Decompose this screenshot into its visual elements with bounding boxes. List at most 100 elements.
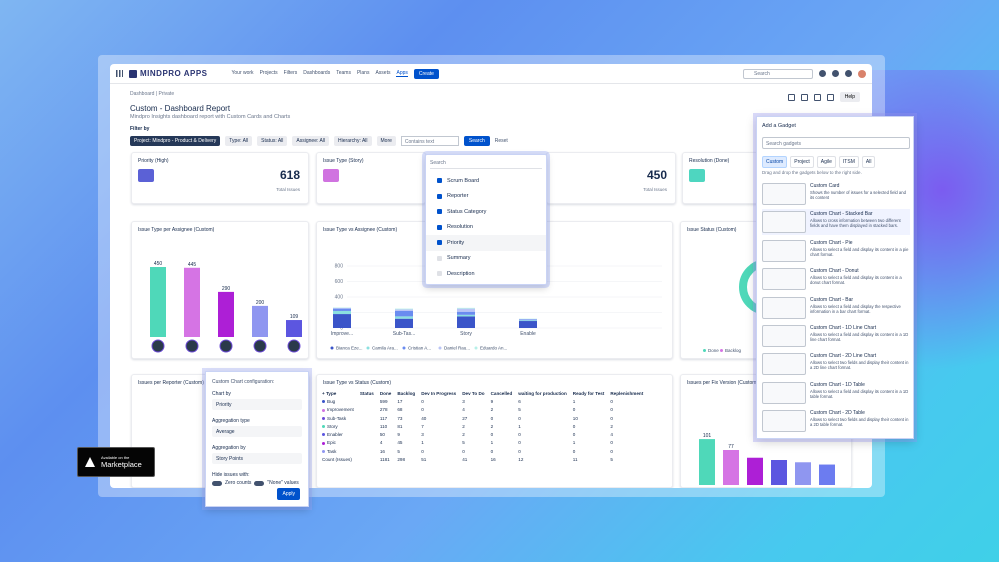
zero-counts-toggle[interactable] [212, 480, 222, 486]
checkbox-icon[interactable] [437, 178, 442, 184]
logo[interactable]: MINDPRO APPS [129, 69, 208, 78]
tab-all[interactable]: All [861, 156, 876, 168]
top-search-input[interactable]: Search [743, 68, 813, 79]
column-header[interactable]: Ready for Test [572, 390, 605, 396]
checkbox-icon[interactable] [437, 240, 442, 246]
column-header[interactable]: + Type [322, 390, 337, 396]
help-icon[interactable] [832, 70, 839, 77]
add-gadget-panel: Add a Gadget Search gadgets Custom Proje… [756, 116, 914, 439]
type-cell: Improvement [319, 406, 357, 414]
apply-button[interactable]: Apply [277, 488, 300, 500]
gadget-panel-title: Add a Gadget [762, 123, 796, 129]
dropdown-search-input[interactable]: Search [430, 159, 542, 169]
gadget-item[interactable]: Custom Chart - Bar Allows to select a fie… [762, 295, 910, 321]
column-header[interactable]: Status [359, 390, 374, 396]
dropdown-option[interactable]: Scrum Board [426, 173, 546, 189]
aggregation-by-select[interactable]: Story Points [212, 453, 302, 464]
dropdown-option[interactable]: Priority [426, 235, 546, 251]
breadcrumb[interactable]: Dashboard | Private [130, 91, 175, 97]
nav-teams[interactable]: Teams [336, 70, 351, 76]
table-row[interactable]: Bug 599 17 0 3 9 6 1 0 [319, 397, 646, 405]
gadget-item[interactable]: Custom Chart - 2D Table Allows to select … [762, 408, 910, 434]
dropdown-option[interactable]: Reporter [426, 189, 546, 205]
gadget-item[interactable]: Custom Chart - 2D Line Chart Allows to se… [762, 351, 910, 377]
chart-by-select[interactable]: Priority [212, 399, 302, 410]
settings-icon[interactable] [845, 70, 852, 77]
more-filter[interactable]: More [376, 136, 396, 146]
filter-icon[interactable] [813, 93, 821, 101]
table-row[interactable]: Improvement 278 68 0 4 2 5 0 0 [319, 406, 646, 414]
search-button[interactable]: Search [463, 136, 490, 146]
gadget-thumbnail-icon [762, 353, 806, 376]
reset-button[interactable]: Reset [494, 138, 508, 144]
gadget-item[interactable]: Custom Chart - 1D Line Chart Allows to se… [762, 323, 910, 349]
gadget-text: Custom Chart - 2D Table Allows to select … [810, 408, 910, 434]
gadget-item[interactable]: Custom Chart - Donut Allows to select a f… [762, 266, 910, 292]
column-header[interactable]: Done [379, 390, 392, 396]
assignee-filter[interactable]: Assignee: All [292, 136, 330, 146]
checkbox-icon[interactable] [437, 224, 442, 230]
table-cell: 4 [610, 432, 613, 438]
none-values-toggle[interactable] [254, 480, 265, 486]
tab-project[interactable]: Project [790, 156, 814, 168]
gadget-item[interactable]: Custom Card Shows the number of issues fo… [762, 181, 910, 207]
column-header[interactable]: Dev In Progress [421, 390, 457, 396]
column-header[interactable]: Cancelled [490, 390, 513, 396]
hierarchy-filter[interactable]: Hierarchy: All [334, 136, 372, 146]
tab-agile[interactable]: Agile [816, 156, 836, 168]
gadget-item[interactable]: Custom Chart - Stacked Bar Allows to cros… [762, 209, 910, 236]
dropdown-option[interactable]: Status Category [426, 204, 546, 220]
type-filter[interactable]: Type: All [225, 136, 253, 146]
status-filter[interactable]: Status: All [257, 136, 288, 146]
table-cell: 81 [397, 423, 403, 429]
nav-apps[interactable]: Apps [396, 70, 408, 77]
column-header[interactable]: Replenishment [610, 390, 644, 396]
total-cell: 41 [462, 457, 468, 463]
table-cell: 3 [462, 398, 465, 404]
table-cell: 2 [490, 407, 494, 413]
chart-icon[interactable] [800, 93, 808, 101]
marketplace-badge[interactable]: Available on the Marketplace [77, 447, 155, 477]
table-cell: 0 [518, 448, 521, 454]
notifications-icon[interactable] [819, 70, 826, 77]
contains-text-input[interactable]: Contains text [400, 136, 459, 146]
nav-assets[interactable]: Assets [375, 70, 391, 76]
table-row[interactable]: Epic 4 45 1 5 1 0 1 0 [319, 439, 646, 447]
dropdown-option[interactable]: Description [426, 266, 546, 282]
tab-custom[interactable]: Custom [762, 156, 788, 168]
column-header[interactable]: Dev To Do [462, 390, 485, 396]
dropdown-option[interactable]: Resolution [426, 220, 546, 236]
y-tick-label: 400 [335, 295, 344, 301]
table-row[interactable]: Enabler 50 9 3 2 0 0 0 4 [319, 430, 646, 438]
assignee-avatar [287, 339, 301, 353]
nav-your-work[interactable]: Your work [231, 70, 254, 76]
dropdown-option[interactable]: Summary [426, 251, 546, 267]
gadget-item[interactable]: Custom Chart - Pie Allows to select a fie… [762, 238, 910, 264]
aggregation-type-select[interactable]: Average [212, 426, 302, 437]
tab-itsm[interactable]: ITSM [838, 156, 859, 168]
checkbox-icon[interactable] [437, 255, 442, 261]
table-row[interactable]: Task 16 5 0 0 0 0 0 0 [319, 447, 646, 455]
stacked-bar-chart: 8006004002000BugImprove...Sub-Tas...Stor… [330, 264, 662, 351]
create-button[interactable]: Create [413, 68, 439, 79]
edit-icon[interactable] [826, 93, 834, 101]
checkbox-icon[interactable] [437, 193, 442, 199]
project-filter-chip[interactable]: Project: Mindpro - Product & Delivery [130, 136, 221, 146]
nav-projects[interactable]: Projects [259, 70, 278, 76]
app-switcher-icon[interactable] [116, 70, 123, 77]
checkbox-icon[interactable] [437, 209, 442, 215]
nav-plans[interactable]: Plans [356, 70, 370, 76]
nav-filters[interactable]: Filters [283, 70, 298, 76]
table-row[interactable]: Sub-Task 117 73 40 27 0 0 10 0 [319, 414, 646, 422]
table-cell: 5 [397, 448, 400, 454]
table-row[interactable]: Story 110 81 7 2 2 1 0 2 [319, 422, 646, 430]
gadget-search-input[interactable]: Search gadgets [762, 137, 910, 149]
user-avatar[interactable] [858, 69, 866, 78]
checkbox-icon[interactable] [437, 271, 442, 277]
gadget-item[interactable]: Custom Chart - 1D Table Allows to select … [762, 380, 910, 406]
nav-dashboards[interactable]: Dashboards [303, 70, 331, 76]
column-header[interactable]: Backlog [397, 390, 416, 396]
column-header[interactable]: waiting for production [518, 390, 567, 396]
help-button[interactable]: Help [839, 92, 860, 102]
search-icon[interactable] [787, 93, 795, 101]
